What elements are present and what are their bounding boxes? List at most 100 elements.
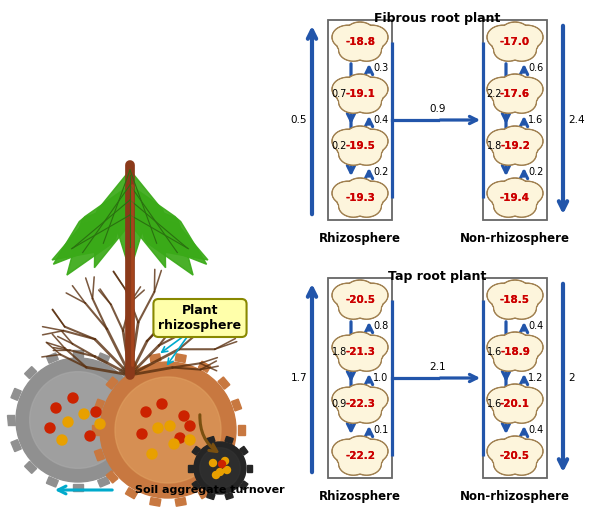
Ellipse shape bbox=[346, 178, 374, 200]
Ellipse shape bbox=[337, 387, 383, 422]
Ellipse shape bbox=[356, 130, 388, 153]
Ellipse shape bbox=[493, 78, 537, 110]
Ellipse shape bbox=[356, 335, 388, 359]
Ellipse shape bbox=[338, 143, 368, 165]
Ellipse shape bbox=[507, 39, 536, 61]
Ellipse shape bbox=[507, 91, 536, 113]
Ellipse shape bbox=[502, 76, 528, 95]
Ellipse shape bbox=[491, 129, 539, 164]
Text: 2.2: 2.2 bbox=[487, 89, 502, 99]
Ellipse shape bbox=[353, 92, 380, 112]
Ellipse shape bbox=[338, 388, 382, 420]
Text: -22.2: -22.2 bbox=[345, 451, 375, 461]
Ellipse shape bbox=[347, 180, 373, 199]
Ellipse shape bbox=[337, 129, 383, 164]
Ellipse shape bbox=[513, 441, 541, 462]
Bar bbox=[73, 350, 83, 357]
Ellipse shape bbox=[338, 297, 368, 319]
Bar bbox=[73, 484, 83, 491]
Ellipse shape bbox=[511, 130, 543, 153]
Ellipse shape bbox=[494, 195, 523, 217]
Ellipse shape bbox=[356, 387, 388, 411]
Ellipse shape bbox=[500, 280, 530, 302]
Ellipse shape bbox=[352, 39, 382, 61]
Text: Soil aggregate turnover: Soil aggregate turnover bbox=[135, 485, 284, 495]
Ellipse shape bbox=[511, 439, 543, 463]
Ellipse shape bbox=[334, 337, 362, 358]
Ellipse shape bbox=[346, 178, 374, 200]
Text: -17.0: -17.0 bbox=[500, 37, 530, 47]
Text: -17.6: -17.6 bbox=[500, 89, 530, 99]
Ellipse shape bbox=[338, 26, 382, 58]
Bar bbox=[11, 389, 21, 400]
Text: 0.2: 0.2 bbox=[528, 167, 544, 177]
Ellipse shape bbox=[338, 26, 382, 58]
Bar bbox=[106, 377, 118, 389]
Ellipse shape bbox=[511, 77, 543, 101]
Ellipse shape bbox=[507, 195, 536, 217]
Polygon shape bbox=[130, 185, 193, 275]
Ellipse shape bbox=[346, 22, 374, 44]
Text: 1.2: 1.2 bbox=[528, 373, 544, 383]
Ellipse shape bbox=[332, 181, 364, 205]
Ellipse shape bbox=[488, 79, 517, 100]
Ellipse shape bbox=[491, 77, 539, 111]
Ellipse shape bbox=[513, 441, 541, 462]
Ellipse shape bbox=[334, 285, 362, 306]
Ellipse shape bbox=[491, 24, 539, 59]
Ellipse shape bbox=[508, 144, 535, 164]
Ellipse shape bbox=[352, 143, 382, 165]
Bar bbox=[7, 415, 14, 425]
Ellipse shape bbox=[340, 197, 367, 215]
Ellipse shape bbox=[346, 126, 374, 148]
Ellipse shape bbox=[346, 74, 374, 97]
Ellipse shape bbox=[493, 26, 537, 58]
Ellipse shape bbox=[337, 387, 383, 422]
Bar bbox=[106, 471, 118, 483]
Ellipse shape bbox=[338, 182, 382, 214]
Ellipse shape bbox=[334, 79, 362, 100]
Text: 0.4: 0.4 bbox=[528, 321, 543, 331]
Ellipse shape bbox=[500, 280, 530, 302]
Ellipse shape bbox=[493, 336, 537, 368]
Ellipse shape bbox=[340, 144, 367, 164]
Ellipse shape bbox=[508, 92, 535, 112]
Ellipse shape bbox=[356, 130, 388, 153]
Text: 0.9: 0.9 bbox=[332, 399, 347, 409]
Ellipse shape bbox=[340, 351, 367, 370]
Ellipse shape bbox=[338, 195, 368, 217]
Ellipse shape bbox=[338, 401, 368, 423]
Ellipse shape bbox=[508, 41, 535, 59]
Ellipse shape bbox=[488, 389, 517, 409]
Ellipse shape bbox=[487, 77, 518, 101]
Ellipse shape bbox=[347, 128, 373, 147]
Text: Rhizosphere: Rhizosphere bbox=[319, 490, 401, 503]
Bar bbox=[192, 481, 200, 490]
Ellipse shape bbox=[358, 183, 386, 204]
Ellipse shape bbox=[337, 438, 383, 473]
Ellipse shape bbox=[500, 384, 530, 406]
Ellipse shape bbox=[495, 92, 521, 112]
Ellipse shape bbox=[346, 22, 374, 44]
Ellipse shape bbox=[334, 183, 362, 204]
Text: -19.3: -19.3 bbox=[345, 193, 375, 203]
Ellipse shape bbox=[347, 386, 373, 405]
Ellipse shape bbox=[491, 334, 539, 369]
Ellipse shape bbox=[332, 335, 364, 359]
Ellipse shape bbox=[500, 74, 530, 97]
Ellipse shape bbox=[502, 128, 528, 147]
Ellipse shape bbox=[353, 454, 380, 473]
Ellipse shape bbox=[347, 334, 373, 353]
Circle shape bbox=[194, 442, 246, 494]
Circle shape bbox=[157, 399, 167, 409]
Ellipse shape bbox=[487, 283, 518, 307]
Ellipse shape bbox=[507, 453, 536, 475]
Ellipse shape bbox=[338, 195, 368, 217]
Ellipse shape bbox=[338, 297, 368, 319]
Polygon shape bbox=[53, 200, 130, 264]
Ellipse shape bbox=[353, 298, 380, 318]
Ellipse shape bbox=[500, 126, 530, 148]
Bar bbox=[240, 447, 248, 455]
Ellipse shape bbox=[495, 41, 521, 59]
Ellipse shape bbox=[353, 197, 380, 215]
